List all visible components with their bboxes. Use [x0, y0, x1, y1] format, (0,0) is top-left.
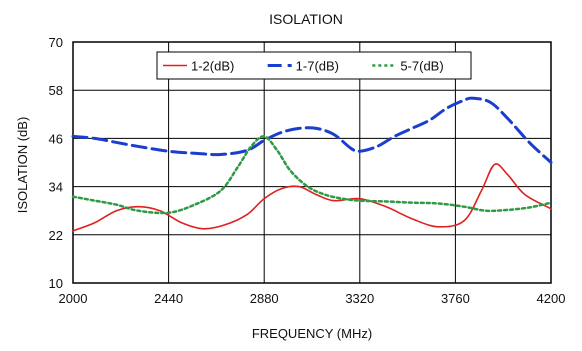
legend-label: 1-7(dB) [296, 59, 339, 74]
series-line-3 [71, 135, 553, 215]
legend-label: 1-2(dB) [191, 59, 234, 74]
y-axis-label: ISOLATION (dB) [15, 117, 30, 214]
legend-label: 5-7(dB) [400, 59, 443, 74]
x-tick-label: 2000 [59, 291, 88, 306]
y-tick-label: 70 [49, 35, 63, 50]
gridlines [73, 42, 551, 283]
x-tick-label: 4200 [537, 291, 566, 306]
y-tick-label: 10 [49, 276, 63, 291]
y-tick-label: 34 [49, 180, 63, 195]
plot-area [72, 41, 552, 284]
y-tick-label: 46 [49, 131, 63, 146]
y-tick-label: 58 [49, 83, 63, 98]
series-line-1 [72, 163, 552, 232]
legend-box [156, 51, 472, 80]
series-line-2 [71, 96, 553, 164]
x-axis-label: FREQUENCY (MHz) [252, 326, 372, 341]
x-tick-labels: 2000 2440 2880 3320 3760 4200 [59, 291, 566, 306]
x-tick-label: 2440 [154, 291, 183, 306]
y-tick-labels: 10 22 34 46 58 70 [49, 35, 63, 291]
x-tick-label: 3760 [441, 291, 470, 306]
x-tick-label: 3320 [345, 291, 374, 306]
x-tick-label: 2880 [250, 291, 279, 306]
legend: 1-2(dB) 1-7(dB) 5-7(dB) [156, 51, 472, 80]
chart-title: ISOLATION [269, 11, 343, 27]
y-tick-label: 22 [49, 228, 63, 243]
series-lines [71, 96, 553, 232]
